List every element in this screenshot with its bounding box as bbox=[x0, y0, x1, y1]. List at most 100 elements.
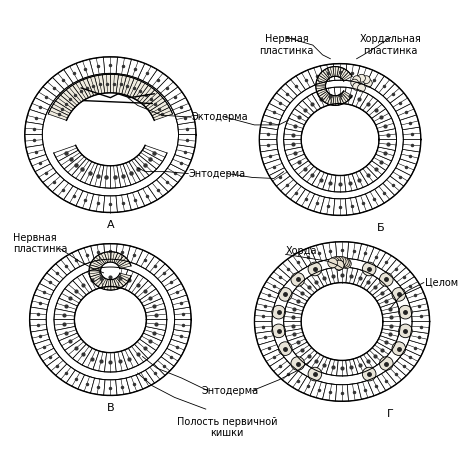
Circle shape bbox=[338, 257, 348, 267]
Polygon shape bbox=[307, 194, 324, 213]
Polygon shape bbox=[284, 147, 304, 161]
Polygon shape bbox=[63, 186, 83, 206]
Polygon shape bbox=[55, 327, 77, 341]
Circle shape bbox=[307, 262, 321, 276]
Polygon shape bbox=[316, 75, 326, 83]
Circle shape bbox=[290, 273, 304, 286]
Polygon shape bbox=[365, 189, 383, 209]
Polygon shape bbox=[145, 364, 165, 383]
Text: Нервная
пластинка: Нервная пластинка bbox=[259, 34, 313, 56]
Polygon shape bbox=[138, 63, 157, 83]
Polygon shape bbox=[126, 246, 143, 264]
Polygon shape bbox=[336, 360, 347, 376]
Polygon shape bbox=[110, 74, 118, 93]
Polygon shape bbox=[269, 93, 289, 111]
Polygon shape bbox=[39, 273, 60, 291]
Polygon shape bbox=[29, 155, 50, 172]
Polygon shape bbox=[121, 270, 138, 291]
Polygon shape bbox=[111, 252, 118, 263]
Polygon shape bbox=[263, 277, 283, 294]
Polygon shape bbox=[332, 96, 338, 105]
Polygon shape bbox=[336, 95, 343, 105]
Polygon shape bbox=[263, 103, 284, 120]
Text: Эктодерма: Эктодерма bbox=[191, 112, 247, 122]
Polygon shape bbox=[302, 94, 320, 113]
Polygon shape bbox=[374, 76, 394, 96]
Polygon shape bbox=[171, 329, 190, 344]
Polygon shape bbox=[76, 59, 94, 79]
Polygon shape bbox=[80, 162, 98, 185]
Polygon shape bbox=[64, 155, 87, 176]
Polygon shape bbox=[344, 64, 359, 82]
Polygon shape bbox=[385, 259, 406, 279]
Polygon shape bbox=[287, 335, 307, 350]
Polygon shape bbox=[345, 267, 357, 284]
Polygon shape bbox=[399, 149, 419, 164]
Polygon shape bbox=[393, 267, 413, 286]
Circle shape bbox=[331, 256, 341, 266]
Polygon shape bbox=[408, 298, 428, 312]
Polygon shape bbox=[93, 276, 105, 287]
Polygon shape bbox=[259, 127, 277, 140]
Text: Хордальная
пластинка: Хордальная пластинка bbox=[359, 34, 421, 56]
Polygon shape bbox=[263, 159, 284, 176]
Polygon shape bbox=[175, 145, 194, 160]
Polygon shape bbox=[382, 311, 400, 322]
Polygon shape bbox=[399, 277, 420, 294]
Polygon shape bbox=[154, 264, 174, 282]
Circle shape bbox=[398, 324, 411, 338]
Polygon shape bbox=[357, 244, 373, 262]
Polygon shape bbox=[64, 339, 86, 359]
Polygon shape bbox=[128, 274, 148, 295]
Polygon shape bbox=[294, 100, 313, 118]
Polygon shape bbox=[395, 159, 416, 176]
Polygon shape bbox=[341, 91, 351, 100]
Polygon shape bbox=[43, 172, 64, 192]
Polygon shape bbox=[175, 109, 194, 125]
Polygon shape bbox=[318, 71, 328, 81]
Polygon shape bbox=[156, 77, 178, 97]
Polygon shape bbox=[269, 357, 290, 376]
Polygon shape bbox=[167, 339, 187, 356]
Polygon shape bbox=[114, 351, 128, 372]
Polygon shape bbox=[307, 66, 324, 85]
Polygon shape bbox=[54, 309, 75, 320]
Polygon shape bbox=[346, 242, 361, 260]
Polygon shape bbox=[93, 267, 106, 288]
Polygon shape bbox=[55, 298, 77, 313]
Polygon shape bbox=[170, 97, 191, 115]
Polygon shape bbox=[118, 260, 131, 268]
Polygon shape bbox=[89, 194, 105, 212]
Polygon shape bbox=[371, 154, 391, 170]
Polygon shape bbox=[298, 278, 317, 295]
Polygon shape bbox=[257, 61, 422, 218]
Polygon shape bbox=[379, 302, 399, 314]
Polygon shape bbox=[173, 320, 191, 332]
Polygon shape bbox=[30, 307, 47, 320]
Circle shape bbox=[290, 357, 304, 371]
Polygon shape bbox=[134, 339, 156, 359]
Polygon shape bbox=[164, 87, 185, 105]
Polygon shape bbox=[404, 287, 425, 303]
Polygon shape bbox=[104, 267, 116, 286]
Polygon shape bbox=[167, 283, 187, 300]
Circle shape bbox=[271, 324, 285, 338]
Polygon shape bbox=[295, 189, 314, 209]
Polygon shape bbox=[375, 147, 394, 161]
Circle shape bbox=[352, 83, 360, 91]
Text: В: В bbox=[106, 403, 114, 413]
Polygon shape bbox=[102, 74, 110, 93]
Polygon shape bbox=[295, 70, 314, 90]
Polygon shape bbox=[90, 259, 102, 268]
Polygon shape bbox=[315, 356, 330, 374]
Polygon shape bbox=[315, 80, 325, 86]
Polygon shape bbox=[283, 311, 301, 322]
Polygon shape bbox=[177, 122, 195, 134]
Polygon shape bbox=[376, 252, 396, 272]
Polygon shape bbox=[395, 103, 416, 120]
Polygon shape bbox=[404, 340, 425, 356]
Text: Полость первичной
кишки: Полость первичной кишки bbox=[176, 417, 277, 438]
Polygon shape bbox=[276, 84, 297, 103]
Polygon shape bbox=[115, 378, 130, 395]
Polygon shape bbox=[89, 271, 101, 277]
